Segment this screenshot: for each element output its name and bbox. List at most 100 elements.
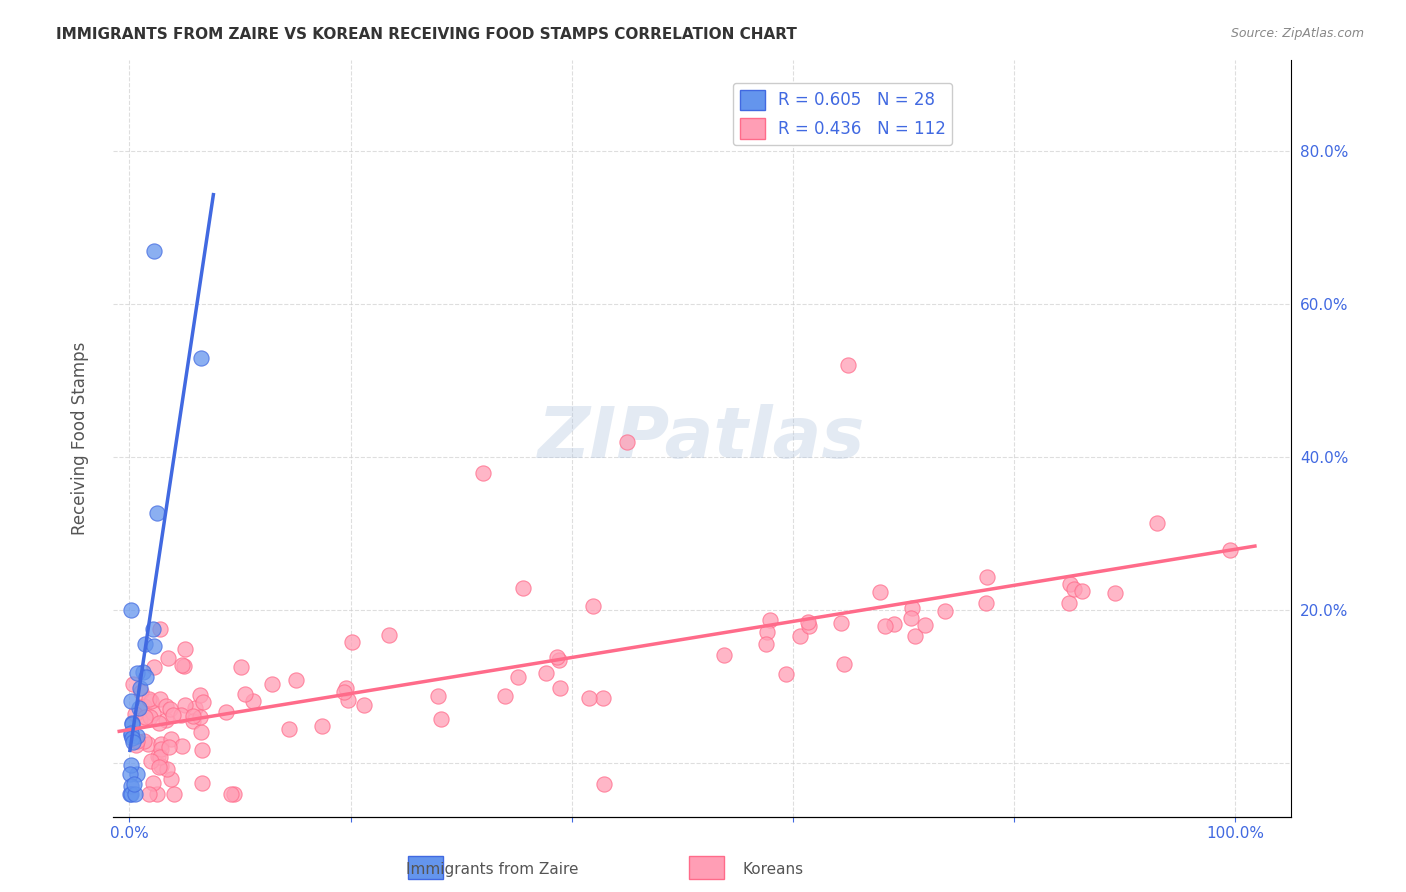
Point xyxy=(120,603,142,617)
Point xyxy=(353,698,375,712)
Point xyxy=(155,698,177,713)
Point xyxy=(336,693,359,707)
Point xyxy=(139,754,162,768)
Point xyxy=(1063,582,1085,596)
Point xyxy=(124,706,146,721)
Point xyxy=(160,772,183,786)
Point xyxy=(160,731,183,746)
Point xyxy=(242,694,264,708)
Point xyxy=(156,650,179,665)
Point xyxy=(173,698,195,712)
Point xyxy=(1059,577,1081,591)
Point xyxy=(146,749,169,764)
Point xyxy=(129,713,152,727)
Point xyxy=(162,708,184,723)
Point xyxy=(830,616,852,631)
Point xyxy=(145,506,167,520)
Point xyxy=(129,685,152,699)
Point xyxy=(756,624,779,639)
Point xyxy=(832,657,855,671)
Point xyxy=(122,735,145,749)
Legend: R = 0.605   N = 28, R = 0.436   N = 112: R = 0.605 N = 28, R = 0.436 N = 112 xyxy=(733,83,952,145)
Text: Immigrants from Zaire: Immigrants from Zaire xyxy=(406,863,578,877)
Point xyxy=(150,737,173,751)
Point xyxy=(148,716,170,731)
Point xyxy=(190,725,212,739)
Point xyxy=(229,660,252,674)
Point xyxy=(797,615,820,629)
Point xyxy=(134,710,156,724)
Point xyxy=(869,585,891,599)
Point xyxy=(149,759,172,773)
Point xyxy=(132,733,155,747)
Text: IMMIGRANTS FROM ZAIRE VS KOREAN RECEIVING FOOD STAMPS CORRELATION CHART: IMMIGRANTS FROM ZAIRE VS KOREAN RECEIVIN… xyxy=(56,27,797,42)
Point xyxy=(163,787,186,801)
Point xyxy=(139,693,162,707)
Point xyxy=(340,635,363,649)
Point xyxy=(578,690,600,705)
Point xyxy=(184,701,207,715)
Point xyxy=(755,636,778,650)
Point xyxy=(148,760,170,774)
Point xyxy=(149,749,172,764)
Point xyxy=(135,670,157,684)
Point xyxy=(188,710,211,724)
Point xyxy=(789,629,811,643)
Point xyxy=(122,777,145,791)
Point xyxy=(142,622,165,636)
Text: Koreans: Koreans xyxy=(742,863,804,877)
Point xyxy=(120,779,142,793)
Point xyxy=(332,685,354,699)
Point xyxy=(125,738,148,752)
Text: ZIPatlas: ZIPatlas xyxy=(538,403,866,473)
Point xyxy=(546,649,568,664)
Point xyxy=(378,628,401,642)
Point xyxy=(616,434,638,449)
Point xyxy=(188,688,211,702)
Point xyxy=(974,596,997,610)
Point xyxy=(1219,543,1241,558)
Point xyxy=(512,582,534,596)
Point xyxy=(181,714,204,729)
Y-axis label: Receiving Food Stamps: Receiving Food Stamps xyxy=(72,342,89,535)
Point xyxy=(170,658,193,673)
Point xyxy=(215,706,238,720)
Point xyxy=(900,611,922,625)
Point xyxy=(121,717,143,731)
Point xyxy=(142,639,165,653)
Point xyxy=(837,359,859,373)
Point xyxy=(142,244,165,258)
Point xyxy=(429,713,451,727)
Point xyxy=(775,667,797,681)
Point xyxy=(120,787,142,801)
Point xyxy=(1057,596,1080,610)
Point xyxy=(125,733,148,747)
Point xyxy=(125,666,148,681)
Point xyxy=(900,601,922,615)
Point xyxy=(713,648,735,662)
Point xyxy=(142,706,165,720)
Point xyxy=(548,681,571,695)
Point xyxy=(138,787,160,801)
Point xyxy=(233,687,256,701)
Point xyxy=(193,695,215,709)
Point xyxy=(224,787,246,801)
Point xyxy=(181,709,204,723)
Point xyxy=(146,787,169,801)
Point xyxy=(582,599,605,614)
Point xyxy=(311,719,333,733)
Point xyxy=(592,690,614,705)
Point xyxy=(934,604,956,618)
Text: Source: ZipAtlas.com: Source: ZipAtlas.com xyxy=(1230,27,1364,40)
Point xyxy=(157,739,180,754)
Point xyxy=(873,619,896,633)
Point xyxy=(136,737,159,751)
Point xyxy=(125,729,148,743)
Point xyxy=(883,616,905,631)
Point xyxy=(174,642,197,657)
Point xyxy=(128,681,150,696)
Point xyxy=(219,787,242,801)
Point xyxy=(335,681,357,695)
Point xyxy=(547,653,569,667)
Point xyxy=(1104,586,1126,600)
